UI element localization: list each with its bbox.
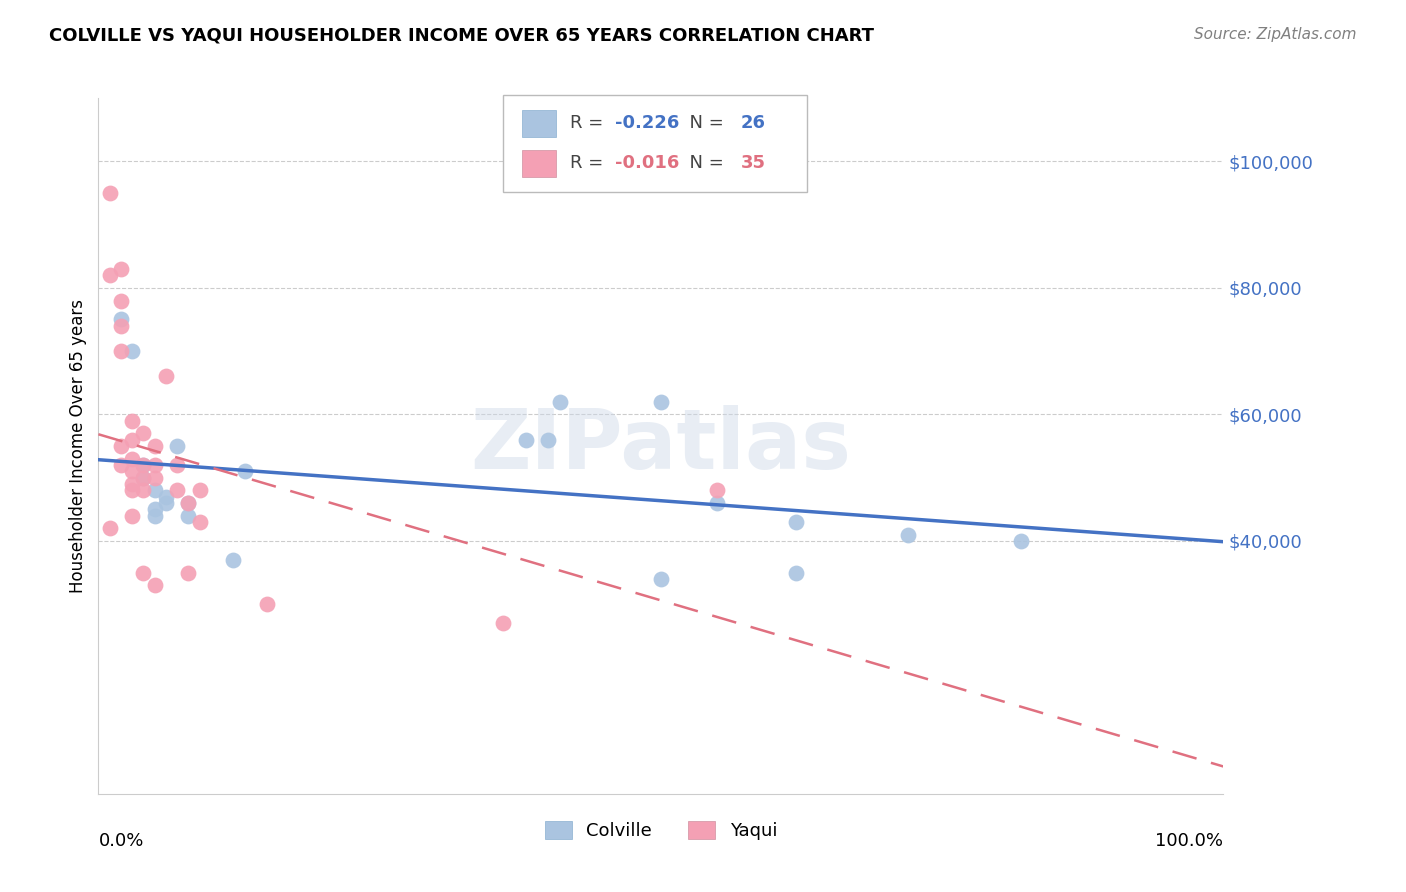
Text: 26: 26	[741, 114, 766, 132]
Point	[155, 496, 177, 510]
Bar	[523, 110, 557, 137]
Point	[177, 566, 200, 580]
Point	[110, 344, 132, 359]
Point	[785, 515, 807, 529]
Text: R =: R =	[569, 154, 609, 172]
Point	[222, 553, 245, 567]
Text: Source: ZipAtlas.com: Source: ZipAtlas.com	[1194, 27, 1357, 42]
Point	[110, 261, 132, 276]
Point	[785, 566, 807, 580]
Point	[143, 439, 166, 453]
Point	[132, 470, 155, 484]
Point	[110, 293, 132, 308]
Point	[492, 616, 515, 631]
Point	[233, 464, 256, 478]
Text: -0.226: -0.226	[614, 114, 679, 132]
Point	[143, 483, 166, 498]
Point	[132, 458, 155, 472]
Point	[706, 496, 728, 510]
Point	[897, 527, 920, 541]
Point	[143, 470, 166, 484]
Point	[143, 458, 166, 472]
Point	[132, 426, 155, 441]
Point	[188, 515, 211, 529]
Point	[121, 464, 143, 478]
Point	[155, 490, 177, 504]
Point	[706, 483, 728, 498]
Point	[110, 312, 132, 326]
Point	[121, 451, 143, 466]
Point	[143, 502, 166, 516]
Point	[98, 186, 121, 200]
Point	[121, 344, 143, 359]
Point	[98, 521, 121, 535]
Point	[177, 496, 200, 510]
Text: N =: N =	[678, 114, 730, 132]
Point	[121, 508, 143, 523]
Point	[121, 483, 143, 498]
Text: 100.0%: 100.0%	[1156, 832, 1223, 850]
Point	[132, 566, 155, 580]
Point	[132, 458, 155, 472]
Legend: Colville, Yaqui: Colville, Yaqui	[537, 814, 785, 847]
Point	[548, 394, 571, 409]
Point	[121, 414, 143, 428]
Y-axis label: Householder Income Over 65 years: Householder Income Over 65 years	[69, 299, 87, 593]
Point	[166, 439, 188, 453]
Point	[1010, 533, 1032, 548]
Point	[155, 369, 177, 384]
Text: COLVILLE VS YAQUI HOUSEHOLDER INCOME OVER 65 YEARS CORRELATION CHART: COLVILLE VS YAQUI HOUSEHOLDER INCOME OVE…	[49, 27, 875, 45]
Text: 0.0%: 0.0%	[98, 832, 143, 850]
Point	[121, 477, 143, 491]
Point	[650, 572, 672, 586]
Point	[132, 470, 155, 484]
Point	[166, 458, 188, 472]
Point	[132, 483, 155, 498]
FancyBboxPatch shape	[503, 95, 807, 192]
Bar	[523, 150, 557, 177]
Point	[110, 318, 132, 333]
Point	[537, 433, 560, 447]
Text: ZIPatlas: ZIPatlas	[471, 406, 851, 486]
Point	[110, 439, 132, 453]
Point	[650, 394, 672, 409]
Point	[188, 483, 211, 498]
Point	[166, 483, 188, 498]
Point	[98, 268, 121, 283]
Point	[121, 433, 143, 447]
Point	[177, 508, 200, 523]
Point	[515, 433, 537, 447]
Text: N =: N =	[678, 154, 730, 172]
Text: 35: 35	[741, 154, 766, 172]
Point	[256, 597, 278, 611]
Point	[110, 458, 132, 472]
Point	[177, 496, 200, 510]
Point	[143, 508, 166, 523]
Point	[143, 578, 166, 592]
Text: R =: R =	[569, 114, 609, 132]
Text: -0.016: -0.016	[614, 154, 679, 172]
